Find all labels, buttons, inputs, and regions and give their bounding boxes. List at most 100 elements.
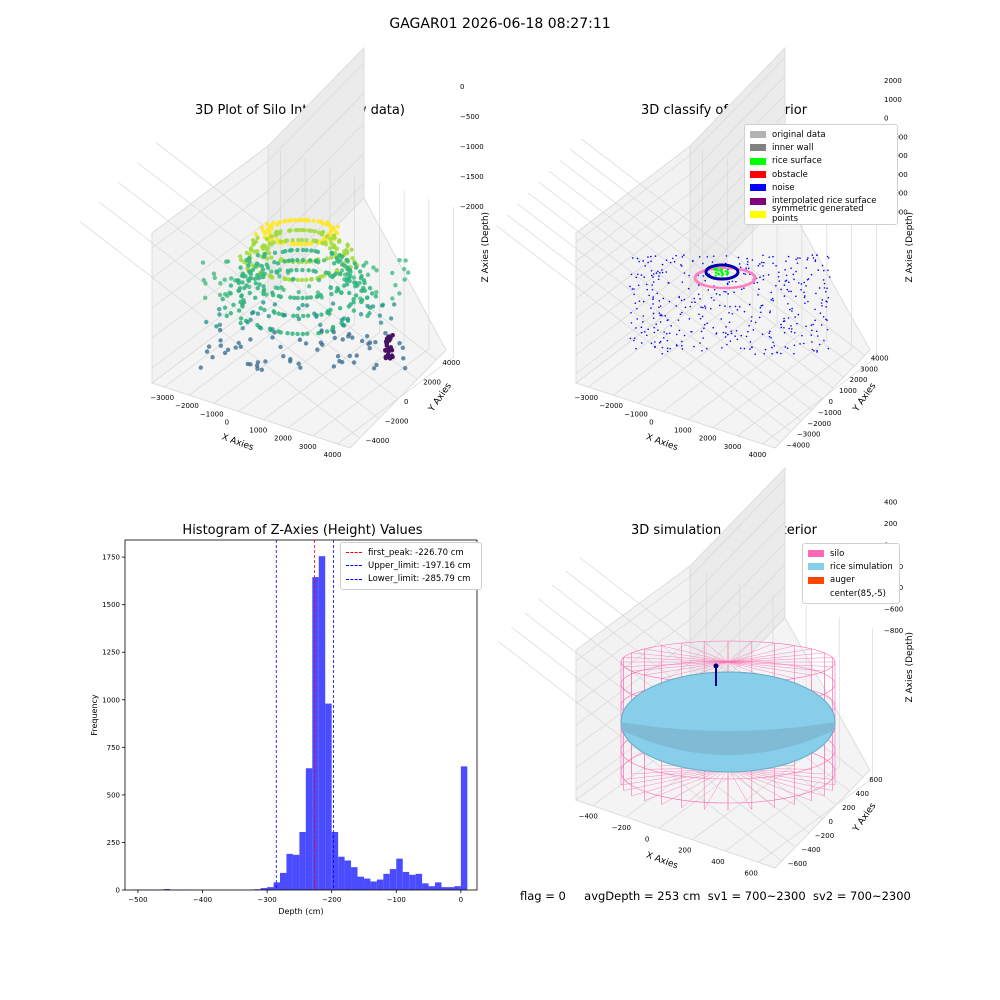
data-point xyxy=(283,248,288,254)
data-point xyxy=(728,311,730,314)
data-point xyxy=(706,322,708,325)
histogram-bar xyxy=(292,854,300,890)
sim-y-tick: 0 xyxy=(829,818,833,826)
histogram-bar xyxy=(396,858,403,890)
data-point xyxy=(318,340,324,345)
data-point xyxy=(772,262,774,265)
data-point xyxy=(751,316,753,318)
legend-item: silo xyxy=(808,547,894,560)
data-point xyxy=(389,353,395,358)
data-point xyxy=(275,261,281,266)
data-point xyxy=(262,307,267,313)
data-point xyxy=(248,317,253,322)
data-point xyxy=(351,300,356,305)
data-point xyxy=(793,344,796,347)
sim-x-tick: −200 xyxy=(612,824,631,832)
data-point xyxy=(253,231,259,237)
data-point xyxy=(647,328,650,331)
data-point xyxy=(374,362,379,368)
data-point xyxy=(748,303,751,306)
raw-z-tick: −1500 xyxy=(460,173,484,181)
data-point xyxy=(812,323,814,326)
data-point xyxy=(675,254,677,257)
data-point xyxy=(715,332,718,334)
legend-label: Lower_limit: -285.79 cm xyxy=(368,574,471,585)
data-point xyxy=(638,300,641,302)
data-point xyxy=(738,263,741,265)
data-point xyxy=(663,331,665,333)
data-point xyxy=(797,313,800,316)
data-point xyxy=(673,260,676,263)
data-point xyxy=(256,262,261,268)
data-point xyxy=(342,277,347,282)
classify-grid-line xyxy=(689,75,786,175)
silo-wire xyxy=(727,642,775,663)
data-point xyxy=(325,234,330,239)
legend-item: Upper_limit: -197.16 cm xyxy=(346,559,476,572)
data-point xyxy=(272,302,278,307)
histogram-bar xyxy=(344,860,352,890)
data-point xyxy=(245,361,250,367)
data-point xyxy=(652,312,655,315)
data-point xyxy=(760,261,763,264)
data-point xyxy=(805,267,807,269)
data-point xyxy=(331,329,336,335)
data-point xyxy=(725,272,728,276)
data-point xyxy=(255,360,261,365)
data-point xyxy=(321,258,327,263)
data-point xyxy=(339,254,345,259)
data-point xyxy=(255,235,260,240)
data-point xyxy=(294,267,299,273)
data-point xyxy=(725,291,727,293)
data-point xyxy=(311,218,316,224)
data-point xyxy=(784,268,786,271)
data-point xyxy=(807,300,809,303)
data-point xyxy=(391,302,397,307)
data-point xyxy=(656,292,659,295)
data-point xyxy=(666,350,669,353)
classify-x-tick: 3000 xyxy=(724,443,742,451)
data-point xyxy=(735,280,737,283)
classify-grid-line xyxy=(538,181,823,400)
data-point xyxy=(821,304,823,307)
data-point xyxy=(806,258,809,261)
data-point xyxy=(312,229,318,234)
sv1-value: sv1 = 700~2300 xyxy=(707,889,806,903)
data-point xyxy=(790,325,792,327)
classify-grid-line xyxy=(575,248,691,337)
data-point xyxy=(772,299,775,302)
data-point xyxy=(300,257,306,263)
data-point xyxy=(290,237,295,243)
data-point xyxy=(725,255,728,257)
histogram-bar xyxy=(357,876,364,890)
legend-label: obstacle xyxy=(772,169,808,180)
data-point xyxy=(746,261,749,263)
data-point xyxy=(296,316,302,322)
data-point xyxy=(738,305,741,308)
data-point xyxy=(397,340,402,346)
data-point xyxy=(720,318,723,320)
data-point xyxy=(238,257,244,263)
raw-x-label: X Axies xyxy=(220,432,255,453)
data-point xyxy=(335,224,341,229)
data-point xyxy=(780,326,783,329)
data-point xyxy=(678,296,680,299)
data-point xyxy=(217,312,222,317)
data-point xyxy=(799,257,801,259)
data-point xyxy=(351,296,356,302)
sim-x-tick: −400 xyxy=(579,813,598,821)
histogram-bar xyxy=(280,872,287,890)
data-point xyxy=(222,305,228,310)
data-point xyxy=(803,296,806,299)
data-point xyxy=(658,342,661,344)
data-point xyxy=(759,306,762,309)
raw-grid-line xyxy=(151,160,269,249)
data-point xyxy=(745,335,748,338)
data-point xyxy=(800,283,803,285)
data-point xyxy=(358,299,364,305)
data-point xyxy=(658,275,660,277)
legend-swatch xyxy=(750,171,766,179)
legend-swatch xyxy=(808,563,824,571)
legend-label: rice surface xyxy=(772,156,822,167)
classify-grid-line xyxy=(575,286,691,374)
